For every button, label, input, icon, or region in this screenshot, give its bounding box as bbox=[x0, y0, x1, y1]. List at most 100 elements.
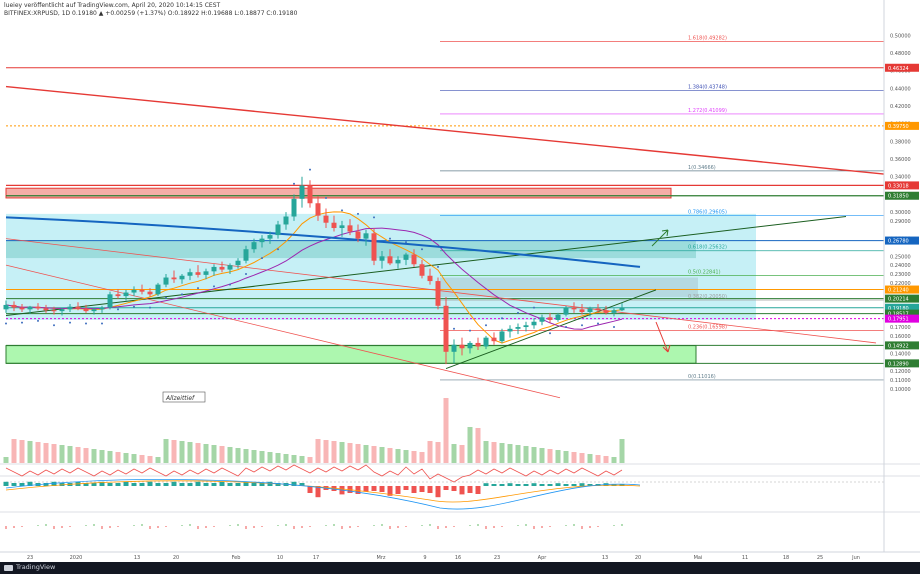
fibonacci-label: 0.786(0.29605) bbox=[688, 210, 727, 216]
macd-histogram-bar bbox=[547, 484, 553, 486]
macd-histogram-bar bbox=[147, 481, 153, 486]
candle-body bbox=[443, 305, 449, 352]
volume-bar bbox=[363, 445, 369, 463]
candle-body bbox=[331, 222, 337, 229]
sar-dot bbox=[485, 324, 487, 327]
macd-histogram-bar bbox=[523, 484, 529, 486]
macd-histogram-bar bbox=[403, 486, 409, 490]
macd-histogram-bar bbox=[587, 484, 593, 486]
candle-body bbox=[411, 254, 417, 265]
sar-dot bbox=[341, 209, 343, 212]
fibonacci-label: 0(0.11016) bbox=[688, 374, 716, 380]
volume-bar bbox=[299, 456, 305, 463]
macd-histogram-bar bbox=[123, 481, 129, 486]
volume-bar bbox=[211, 445, 217, 463]
volume-bar bbox=[587, 454, 593, 463]
macd-histogram-bar bbox=[563, 484, 569, 486]
price-label-badge bbox=[885, 63, 919, 72]
long-downtrend-line bbox=[5, 264, 561, 399]
sar-dot bbox=[101, 322, 103, 325]
ma-mid-line bbox=[5, 227, 623, 330]
candle-body bbox=[131, 289, 137, 293]
candle-body bbox=[611, 310, 617, 313]
volume-bar bbox=[555, 450, 561, 463]
candle-body bbox=[27, 306, 33, 310]
volume-bar bbox=[451, 444, 457, 463]
sar-dot bbox=[613, 326, 615, 329]
price-label-badge bbox=[885, 121, 919, 130]
consolidation-zone bbox=[440, 277, 698, 297]
candle-body bbox=[35, 306, 41, 309]
time-tick-label: 20 bbox=[173, 555, 179, 561]
candle-body bbox=[107, 294, 113, 308]
volume-bar bbox=[291, 455, 297, 463]
macd-histogram-bar bbox=[315, 486, 321, 498]
price-tick-label: 0.16000 bbox=[890, 334, 911, 340]
volume-bar bbox=[75, 447, 81, 463]
sar-dot bbox=[405, 241, 407, 244]
volume-bar bbox=[203, 444, 209, 463]
volume-bar bbox=[411, 451, 417, 463]
macd-histogram-bar bbox=[515, 484, 521, 486]
macd-histogram-bar bbox=[491, 484, 497, 486]
macd-histogram-bar bbox=[131, 483, 137, 486]
macd-histogram-bar bbox=[555, 483, 561, 486]
macd-histogram-bar bbox=[139, 483, 145, 486]
macd-histogram-bar bbox=[539, 484, 545, 486]
candle-body bbox=[43, 308, 49, 311]
volume-bar bbox=[83, 448, 89, 463]
candle-body bbox=[275, 224, 281, 236]
macd-histogram-bar bbox=[171, 481, 177, 486]
volume-bar bbox=[307, 457, 313, 463]
candle-body bbox=[203, 271, 209, 275]
volume-bar bbox=[59, 445, 65, 463]
price-label-text: 0.33018 bbox=[888, 183, 909, 189]
candle-body bbox=[163, 277, 169, 285]
volume-bar bbox=[67, 446, 73, 463]
candle-body bbox=[267, 235, 273, 239]
time-tick-label: 23 bbox=[27, 555, 33, 561]
sar-dot bbox=[133, 305, 135, 308]
volume-bar bbox=[355, 444, 361, 463]
volume-bar bbox=[427, 441, 433, 463]
candle-body bbox=[307, 185, 313, 204]
sar-dot bbox=[5, 322, 7, 325]
candle-body bbox=[467, 342, 473, 349]
macd-histogram-bar bbox=[155, 483, 161, 486]
sar-dot bbox=[357, 212, 359, 215]
candle-body bbox=[211, 266, 217, 272]
time-tick-label: 11 bbox=[742, 555, 748, 561]
sar-dot bbox=[389, 237, 391, 240]
price-chart[interactable]: 1.618(0.49282) 1.384(0.43748) 1.272(0.4109… bbox=[0, 0, 920, 562]
bearish-arrow-icon bbox=[655, 321, 671, 353]
price-label-badge bbox=[885, 303, 919, 312]
sar-dot bbox=[597, 322, 599, 325]
macd-histogram-bar bbox=[483, 483, 489, 486]
candle-body bbox=[451, 344, 457, 352]
sar-dot bbox=[453, 327, 455, 330]
macd-histogram-bar bbox=[99, 481, 105, 486]
macd-histogram-bar bbox=[235, 483, 241, 486]
candle-body bbox=[19, 307, 25, 310]
candle-body bbox=[235, 260, 241, 266]
publish-info: lueiey veröffentlicht auf TradingView.co… bbox=[4, 2, 221, 9]
macd-histogram-bar bbox=[499, 484, 505, 486]
volume-bar bbox=[323, 440, 329, 463]
price-tick-label: 0.22000 bbox=[890, 281, 911, 287]
candle-body bbox=[195, 272, 201, 275]
symbol-ohlc: BITFINEX:XRPUSD, 1D 0.19180 ▲ +0.00259 (… bbox=[4, 10, 298, 17]
candle-body bbox=[99, 307, 105, 310]
macd-histogram-bar bbox=[355, 486, 361, 494]
volume-bar bbox=[259, 451, 265, 463]
downtrend-line bbox=[5, 85, 885, 175]
price-tick-label: 0.42000 bbox=[890, 104, 911, 110]
macd-histogram-bar bbox=[51, 481, 57, 486]
candle-body bbox=[83, 308, 89, 312]
footer-bar: TradingView bbox=[0, 562, 920, 574]
price-label-text: 0.26780 bbox=[888, 239, 909, 245]
volume-bar bbox=[467, 427, 473, 463]
candle-body bbox=[475, 342, 481, 347]
volume-bar bbox=[339, 442, 345, 463]
candle-body bbox=[531, 321, 537, 326]
volume-bar bbox=[251, 450, 257, 463]
